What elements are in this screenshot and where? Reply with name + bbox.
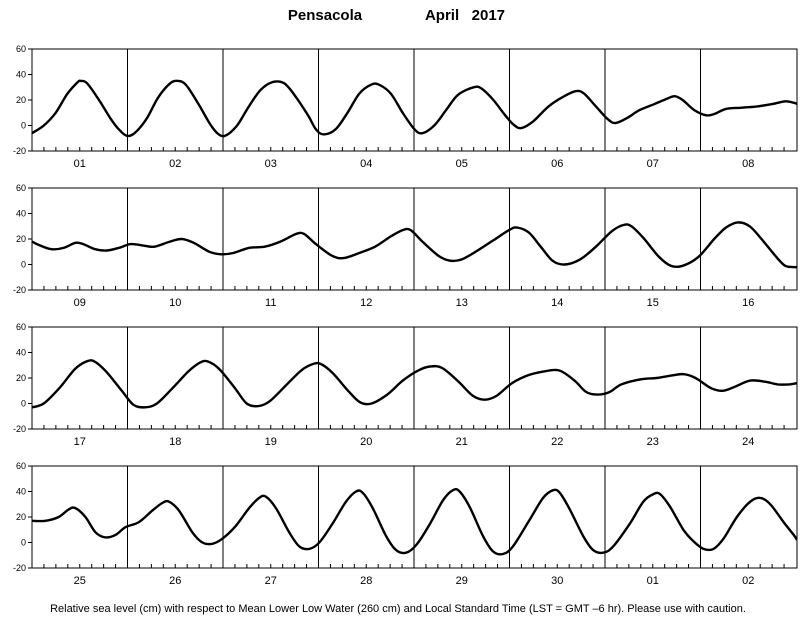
y-tick-label: 20 [16,512,26,522]
y-tick-label: 60 [16,461,26,471]
y-tick-label: 40 [16,487,26,497]
y-tick-label: 40 [16,348,26,358]
panel-1: -20 0 20 40 60 01 02 03 04 05 06 07 08 [13,44,798,170]
panel-2: -20 0 20 40 60 09 10 11 12 13 14 15 16 [13,183,798,309]
day-label: 12 [360,297,372,309]
day-label: 07 [647,158,659,170]
y-tick-label: 0 [21,399,26,409]
day-label: 05 [456,158,468,170]
day-label: 15 [647,297,659,309]
day-label: 08 [742,158,754,170]
y-tick-label: -20 [13,285,26,295]
y-tick-label: 0 [21,538,26,548]
day-label: 19 [265,436,277,448]
y-tick-label: 0 [21,260,26,270]
y-tick-label: -20 [13,146,26,156]
day-label: 28 [360,575,372,587]
day-label: 02 [742,575,754,587]
day-label: 30 [551,575,563,587]
day-label: 14 [551,297,563,309]
day-label: 02 [169,158,181,170]
y-tick-label: 40 [16,70,26,80]
day-label: 26 [169,575,181,587]
day-label: 22 [551,436,563,448]
sea-level-line [32,359,797,409]
y-tick-label: 60 [16,44,26,54]
day-label: 25 [74,575,86,587]
day-label: 17 [74,436,86,448]
day-label: 20 [360,436,372,448]
panel-4: -20 0 20 40 60 25 26 27 28 29 30 01 02 [13,461,798,587]
chart-title-period: April 2017 [425,7,505,24]
y-tick-label: 40 [16,209,26,219]
sea-level-line [32,221,797,269]
day-label: 23 [647,436,659,448]
y-tick-label: 20 [16,373,26,383]
chart-title-station: Pensacola [288,7,363,24]
day-label: 01 [647,575,659,587]
y-tick-label: 60 [16,183,26,193]
sea-level-line [32,488,797,556]
day-label: 04 [360,158,372,170]
day-label: 03 [265,158,277,170]
y-tick-label: 60 [16,322,26,332]
chart-footer-note: Relative sea level (cm) with respect to … [50,603,746,615]
y-tick-label: -20 [13,424,26,434]
day-label: 16 [742,297,754,309]
day-label: 06 [551,158,563,170]
day-label: 29 [456,575,468,587]
y-tick-label: 0 [21,121,26,131]
panel-3: -20 0 20 40 60 17 18 19 20 21 22 23 24 [13,322,798,448]
day-label: 18 [169,436,181,448]
day-label: 21 [456,436,468,448]
day-label: 24 [742,436,754,448]
sea-level-line [32,79,797,138]
y-tick-label: -20 [13,563,26,573]
day-label: 11 [265,297,276,309]
day-label: 27 [265,575,277,587]
y-tick-label: 20 [16,234,26,244]
y-tick-label: 20 [16,95,26,105]
day-label: 09 [74,297,86,309]
day-label: 10 [169,297,181,309]
day-label: 01 [74,158,86,170]
day-label: 13 [456,297,468,309]
